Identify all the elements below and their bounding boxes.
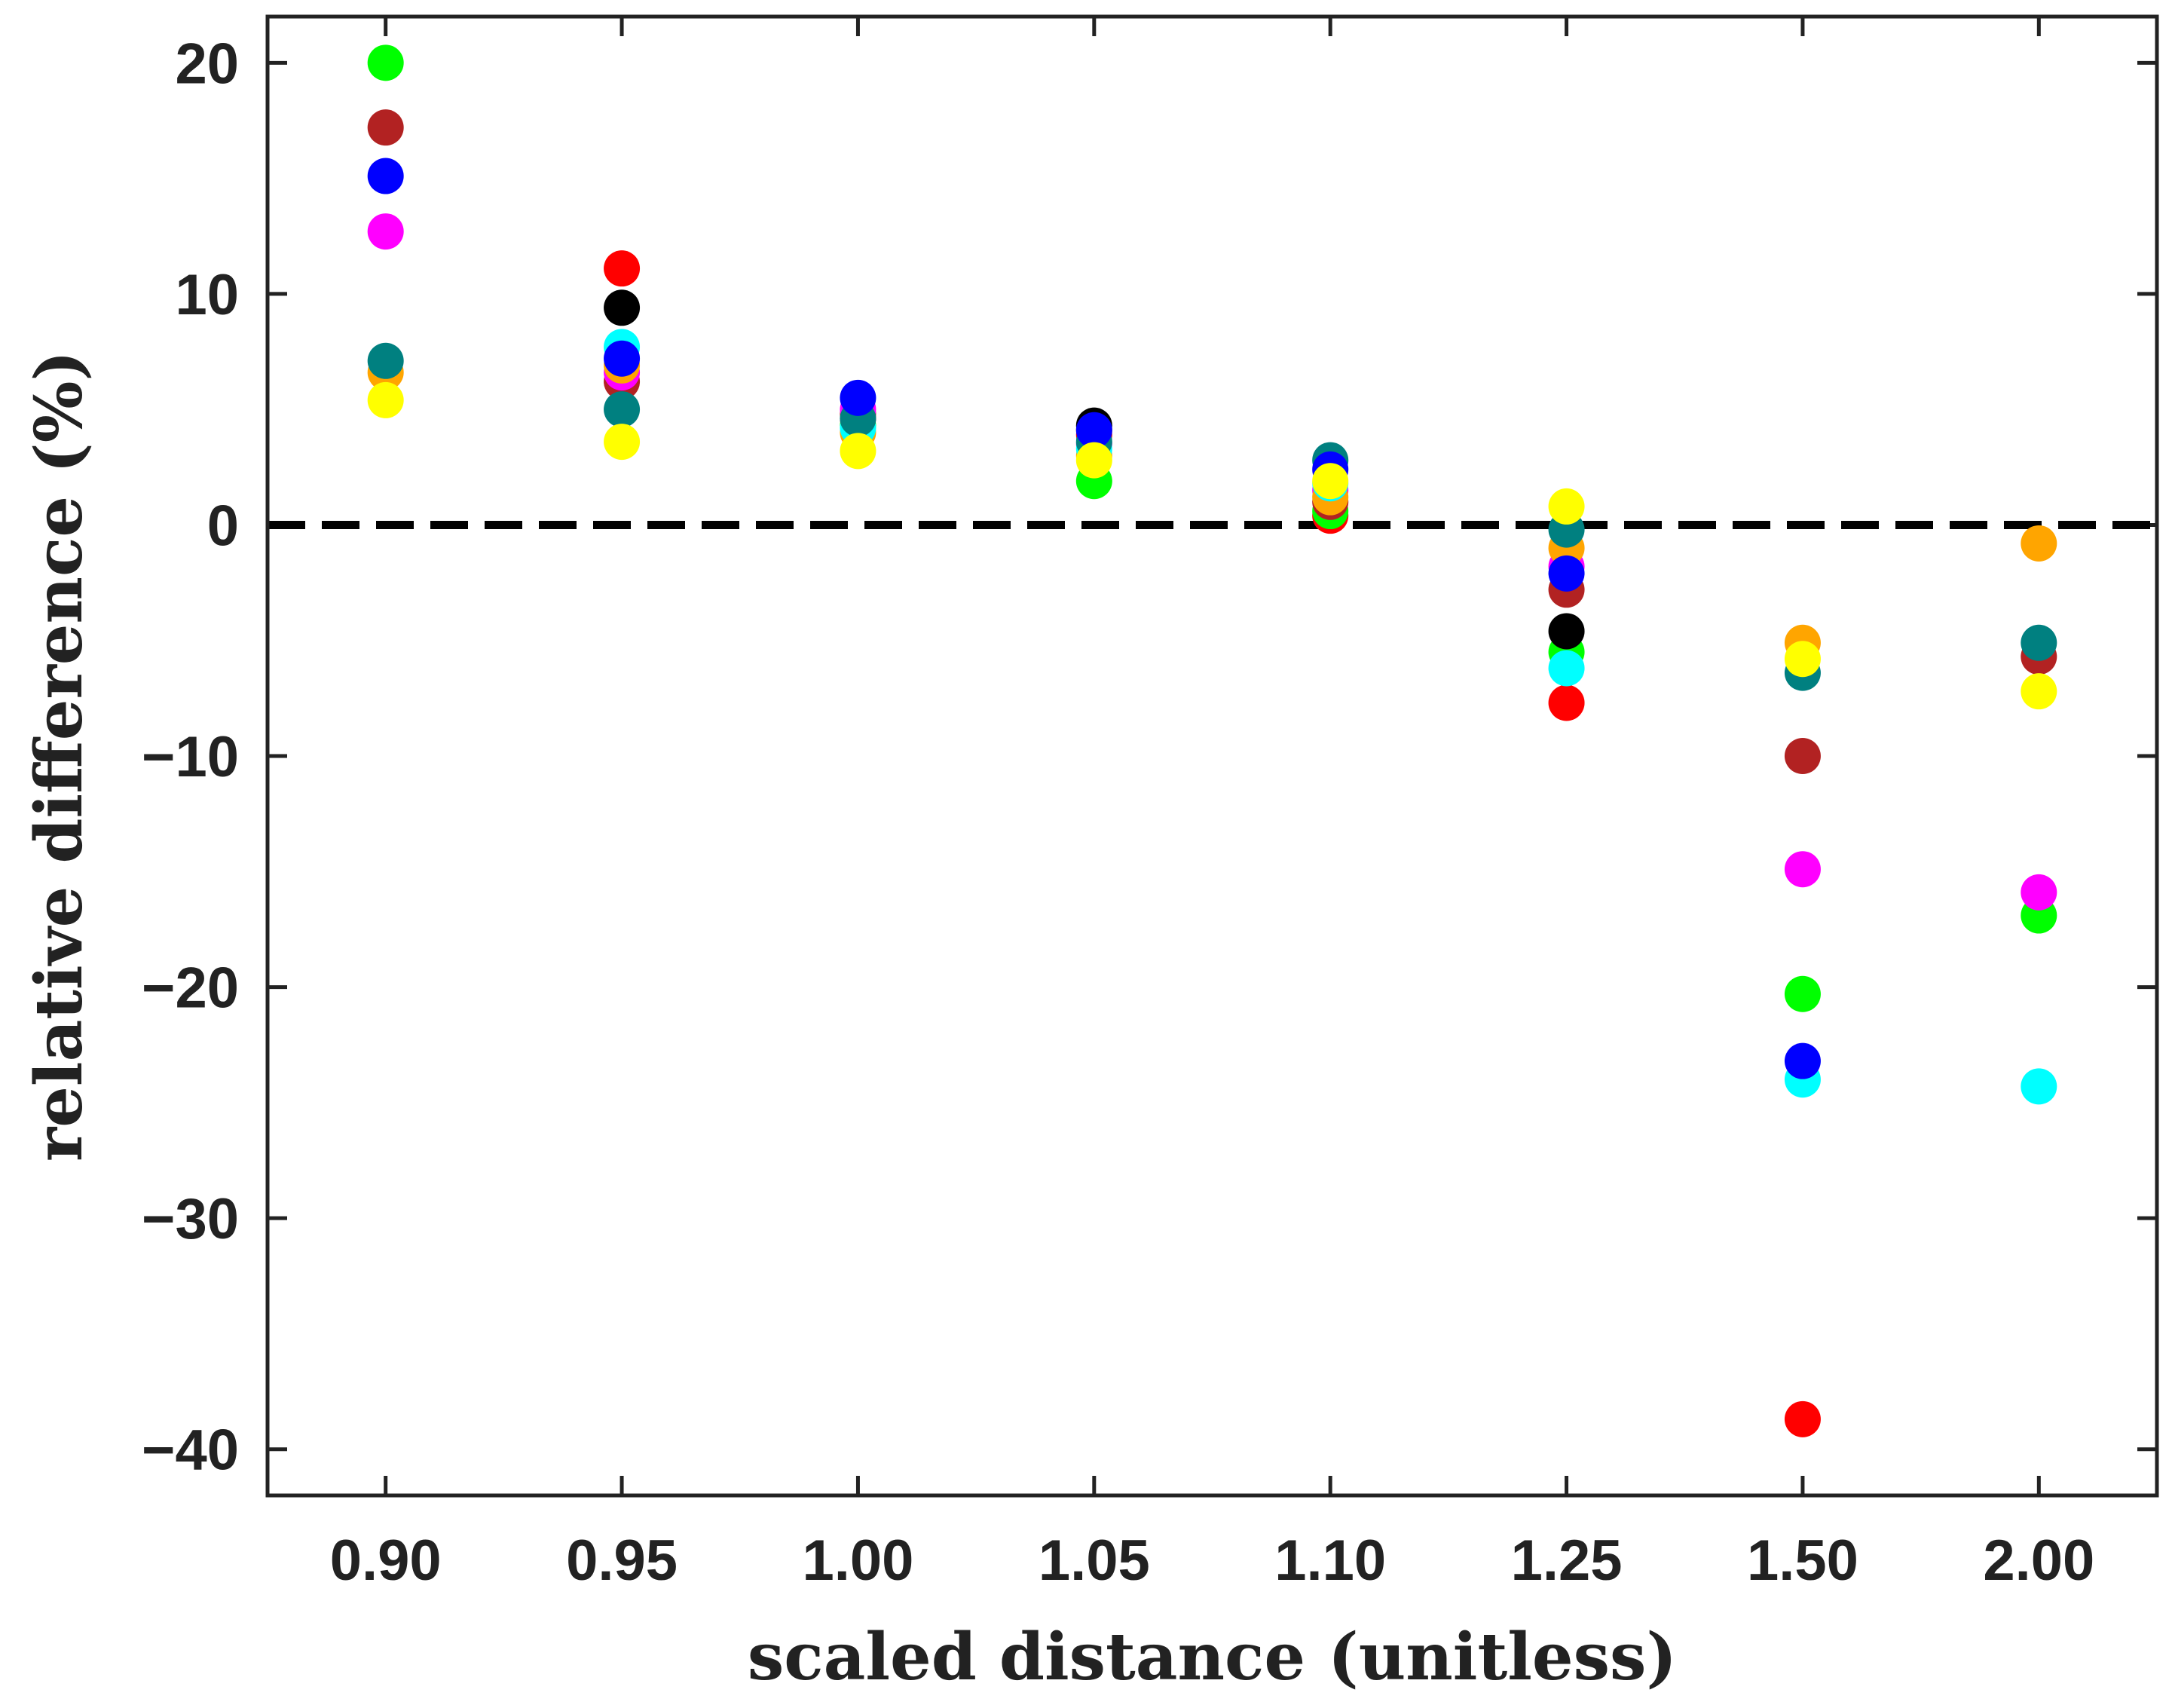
data-point <box>604 289 641 326</box>
x-tick-label: 1.10 <box>1274 1529 1386 1593</box>
y-tick-label: −40 <box>142 1419 239 1483</box>
y-tick-label: −30 <box>142 1187 239 1251</box>
data-point <box>2021 525 2057 562</box>
data-point <box>1784 975 1821 1012</box>
data-point <box>1075 412 1112 448</box>
plot-frame <box>265 14 2159 1498</box>
data-point <box>604 391 641 428</box>
y-tick-label: 20 <box>175 32 239 96</box>
y-tick-label: −10 <box>142 725 239 789</box>
data-point <box>840 379 876 416</box>
data-points <box>367 44 2057 1437</box>
data-point <box>2021 874 2057 911</box>
data-point <box>1548 650 1585 687</box>
data-point <box>1548 684 1585 721</box>
data-point <box>2021 673 2057 710</box>
x-tick-label: 1.50 <box>1747 1529 1858 1593</box>
x-axis-label: scaled distance (unitless) <box>748 1619 1677 1695</box>
data-point <box>1312 463 1349 500</box>
data-point <box>367 213 404 250</box>
data-point <box>604 424 641 461</box>
data-point <box>1548 488 1585 525</box>
x-tick-label: 1.25 <box>1511 1529 1623 1593</box>
data-point <box>604 250 641 287</box>
data-point <box>2021 1068 2057 1105</box>
x-axis-ticks: 0.90 0.95 1.00 1.05 1.10 1.25 1.50 2.00 <box>330 17 2094 1593</box>
x-tick-label: 2.00 <box>1983 1529 2094 1593</box>
data-point <box>1784 641 1821 678</box>
data-point <box>367 44 404 81</box>
data-point <box>1784 851 1821 888</box>
data-point <box>1784 1042 1821 1079</box>
data-point <box>1784 738 1821 774</box>
y-axis-ticks: 20 10 0 −10 −20 −30 −40 <box>142 32 2157 1483</box>
data-point <box>1075 442 1112 479</box>
y-tick-label: 0 <box>207 494 239 558</box>
x-tick-label: 1.00 <box>802 1529 913 1593</box>
data-point <box>604 340 641 377</box>
data-point <box>2021 624 2057 661</box>
y-axis-label: relative difference (%) <box>21 350 97 1162</box>
y-tick-label: 10 <box>175 263 239 327</box>
y-tick-label: −20 <box>142 957 239 1021</box>
data-point <box>840 433 876 470</box>
x-tick-label: 1.05 <box>1039 1529 1150 1593</box>
data-point <box>367 381 404 418</box>
x-tick-label: 0.90 <box>330 1529 442 1593</box>
data-point <box>367 342 404 379</box>
data-point <box>367 109 404 146</box>
data-point <box>367 158 404 194</box>
data-point <box>1548 555 1585 592</box>
x-tick-label: 0.95 <box>566 1529 678 1593</box>
data-point <box>1784 1400 1821 1437</box>
data-point <box>1548 613 1585 650</box>
